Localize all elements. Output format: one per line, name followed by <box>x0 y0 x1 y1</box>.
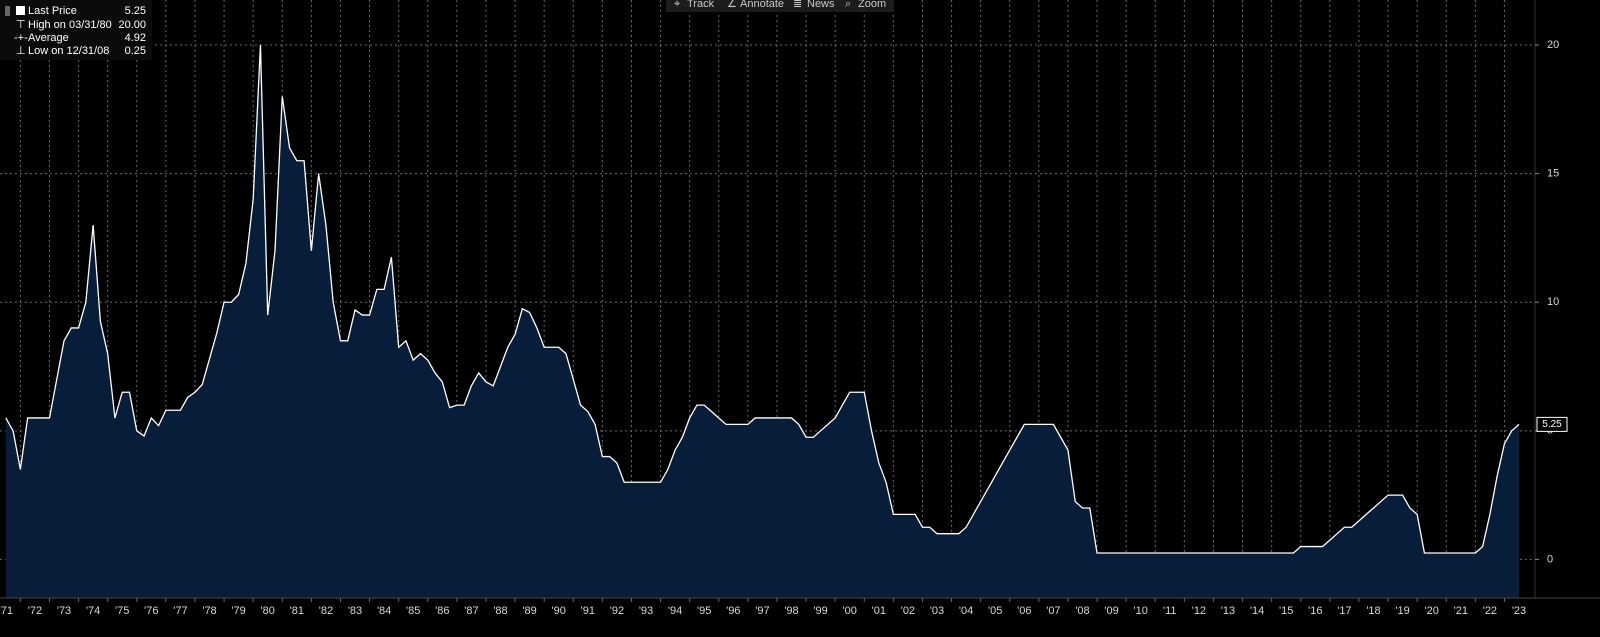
x-tick-label: '13 <box>1221 605 1235 617</box>
legend-value: 4.92 <box>125 32 146 44</box>
toolbar-bg <box>666 0 894 12</box>
legend-value: 5.25 <box>125 5 146 17</box>
icon: ⌖ <box>674 0 680 10</box>
x-tick-label: '88 <box>493 605 507 617</box>
x-tick-label: '16 <box>1308 605 1322 617</box>
x-tick-label: '79 <box>231 605 245 617</box>
y-tick-label: 10 <box>1547 296 1559 308</box>
legend-value: 20.00 <box>118 19 146 31</box>
x-tick-label: '00 <box>843 605 857 617</box>
x-tick-label: '76 <box>144 605 158 617</box>
last-price-label: 5.25 <box>1542 419 1562 430</box>
toolbar-button[interactable]: News <box>807 0 835 10</box>
x-tick-label: '10 <box>1134 605 1148 617</box>
plot <box>5 44 1520 598</box>
x-tick-label: '19 <box>1395 605 1409 617</box>
x-tick-label: '15 <box>1279 605 1293 617</box>
x-tick-label: '08 <box>1075 605 1089 617</box>
x-tick-label: '06 <box>1017 605 1031 617</box>
icon: ⌕ <box>845 0 851 10</box>
toolbar-button[interactable]: Zoom <box>858 0 886 10</box>
x-tick-label: '83 <box>348 605 362 617</box>
x-tick-label: '20 <box>1425 605 1439 617</box>
x-tick-label: '92 <box>610 605 624 617</box>
toolbar-button[interactable]: Track <box>687 0 715 10</box>
x-tick-label: '93 <box>639 605 653 617</box>
x-tick-label: '77 <box>173 605 187 617</box>
x-tick-label: '90 <box>552 605 566 617</box>
x-tick-label: '12 <box>1192 605 1206 617</box>
axes: 05101520'71'72'73'74'75'76'77'78'79'80'8… <box>0 39 1568 617</box>
legend-label: Average <box>28 32 69 44</box>
x-tick-label: '89 <box>522 605 536 617</box>
x-tick-label: '81 <box>290 605 304 617</box>
x-tick-label: '87 <box>464 605 478 617</box>
y-tick-label: 0 <box>1547 553 1553 565</box>
x-tick-label: '80 <box>261 605 275 617</box>
legend-label: High on 03/31/80 <box>28 19 112 31</box>
legend-icon: -+- <box>14 32 28 44</box>
x-tick-label: '23 <box>1512 605 1526 617</box>
legend-label: Last Price <box>28 5 77 17</box>
x-tick-label: '04 <box>959 605 973 617</box>
x-tick-label: '86 <box>435 605 449 617</box>
x-tick-label: '72 <box>28 605 42 617</box>
toolbar: ⌖ Track ∠ Annotate ≣ News ⌕ Zoom <box>666 0 894 12</box>
line <box>5 44 1520 554</box>
x-tick-label: '22 <box>1483 605 1497 617</box>
x-tick-label: '78 <box>202 605 216 617</box>
area <box>5 45 1520 598</box>
x-tick-label: '01 <box>872 605 886 617</box>
x-tick-label: '91 <box>581 605 595 617</box>
x-tick-label: '82 <box>319 605 333 617</box>
legend: Last Price 5.25 ⊤ High on 03/31/80 20.00… <box>0 0 152 60</box>
x-tick-label: '84 <box>377 605 391 617</box>
legend-swatch <box>16 6 25 15</box>
x-tick-label: '85 <box>406 605 420 617</box>
last-price-tag <box>1536 416 1568 432</box>
x-tick-label: '14 <box>1250 605 1264 617</box>
icon: ≣ <box>793 0 802 10</box>
x-tick-label: '21 <box>1454 605 1468 617</box>
legend-icon: ⊥ <box>16 45 26 57</box>
x-tick-label: '05 <box>988 605 1002 617</box>
legend-icon: ⊤ <box>16 19 26 31</box>
x-tick-label: '95 <box>697 605 711 617</box>
y-tick-label: 20 <box>1547 39 1559 51</box>
x-tick-label: '98 <box>784 605 798 617</box>
x-tick-label: '97 <box>755 605 769 617</box>
x-tick-label: '11 <box>1163 605 1177 617</box>
legend-swatch <box>5 6 10 16</box>
x-tick-label: '03 <box>930 605 944 617</box>
x-tick-label: '02 <box>901 605 915 617</box>
toolbar-button[interactable]: Annotate <box>740 0 784 10</box>
x-tick-label: '75 <box>115 605 129 617</box>
x-tick-label: '09 <box>1104 605 1118 617</box>
x-tick-label: '73 <box>57 605 71 617</box>
legend-bg <box>0 0 152 60</box>
x-tick-label: '94 <box>668 605 682 617</box>
x-tick-label: '17 <box>1337 605 1351 617</box>
x-tick-label: '07 <box>1046 605 1060 617</box>
x-tick-label: '96 <box>726 605 740 617</box>
x-tick-label: '74 <box>86 605 100 617</box>
x-tick-label: '71 <box>0 605 13 617</box>
x-tick-label: '99 <box>813 605 827 617</box>
legend-value: 0.25 <box>125 45 146 57</box>
icon: ∠ <box>727 0 737 10</box>
legend-label: Low on 12/31/08 <box>28 45 109 57</box>
y-tick-label: 15 <box>1547 168 1559 180</box>
x-tick-label: '18 <box>1366 605 1380 617</box>
